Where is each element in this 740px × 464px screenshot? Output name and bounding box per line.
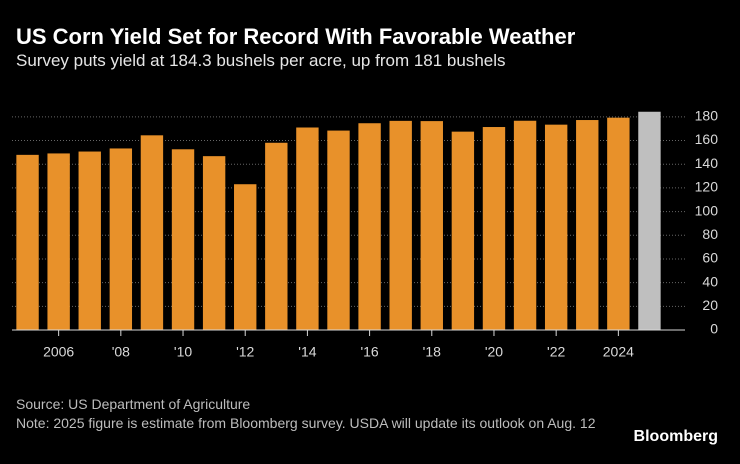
footnote: Note: 2025 figure is estimate from Bloom… <box>16 415 596 431</box>
y-tick-label: 20 <box>702 297 718 313</box>
source-note: Source: US Department of Agriculture <box>16 396 251 412</box>
x-tick-label: '22 <box>547 344 565 360</box>
bar <box>265 142 288 330</box>
chart-title: US Corn Yield Set for Record With Favora… <box>16 24 576 49</box>
bar <box>171 149 195 330</box>
bar <box>16 154 39 330</box>
x-tick-label: 2024 <box>603 344 634 360</box>
bar <box>513 120 537 330</box>
brand-logo: Bloomberg <box>633 428 718 445</box>
x-tick-label: '20 <box>485 344 503 360</box>
x-tick-label: '10 <box>174 344 192 360</box>
y-tick-label: 0 <box>710 321 718 337</box>
bar <box>576 120 599 330</box>
chart: 0 20 40 60 80 100 120 140 160 180 2006 '08 '10 '12 '14… <box>12 108 719 360</box>
bar <box>358 123 381 330</box>
x-tick-label: '18 <box>423 344 441 360</box>
chart-subtitle: Survey puts yield at 184.3 bushels per a… <box>16 51 506 70</box>
y-tick-label: 60 <box>702 250 718 266</box>
y-tick-label: 80 <box>702 226 718 242</box>
x-tick-label: '12 <box>236 344 254 360</box>
bar <box>140 135 164 330</box>
bar <box>638 111 661 330</box>
bar <box>327 130 350 330</box>
y-tick-label: 120 <box>695 179 719 195</box>
x-tick-label: 2006 <box>43 344 74 360</box>
bar <box>420 121 443 331</box>
bar <box>389 120 412 330</box>
bar <box>47 153 70 330</box>
y-tick-label: 40 <box>702 273 718 289</box>
bar <box>78 151 101 330</box>
bar <box>482 127 506 331</box>
bar <box>109 148 133 330</box>
bar <box>544 124 568 330</box>
bar <box>202 156 226 330</box>
bar <box>296 127 319 330</box>
bar <box>451 131 475 330</box>
x-tick-label: '14 <box>298 344 316 360</box>
bar <box>607 117 630 330</box>
bar <box>234 184 257 330</box>
y-tick-label: 180 <box>695 108 719 124</box>
x-tick-label: '16 <box>360 344 378 360</box>
y-tick-label: 140 <box>695 155 719 171</box>
x-tick-label: '08 <box>112 344 130 360</box>
y-tick-label: 100 <box>695 202 719 218</box>
y-tick-label: 160 <box>695 131 719 147</box>
